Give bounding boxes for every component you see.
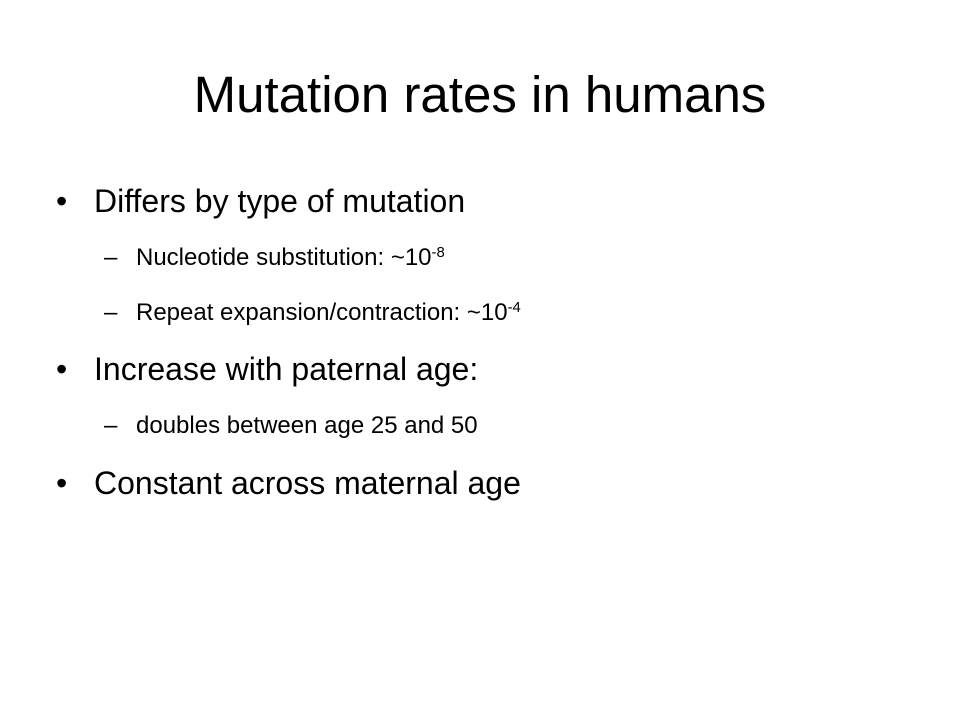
bullet-item: • Differs by type of mutation (56, 181, 465, 221)
bullet-text: Increase with paternal age: (94, 351, 479, 387)
sub-bullet-text: Repeat expansion/contraction: ~10 (136, 299, 508, 326)
sub-bullet-item: – doubles between age 25 and 50 (104, 411, 478, 441)
bullet-marker: • (56, 465, 68, 501)
bullet-item: • Constant across maternal age (56, 463, 521, 503)
slide-title: Mutation rates in humans (193, 66, 767, 123)
sub-bullet-text: Nucleotide substitution: ~10 (136, 244, 432, 271)
sub-bullet-marker: – (104, 299, 118, 326)
sub-bullet-text: doubles between age 25 and 50 (136, 412, 478, 439)
sub-bullet-marker: – (104, 244, 118, 271)
exponent: -4 (507, 299, 521, 316)
bullet-marker: • (56, 183, 68, 219)
sub-bullet-item: – Repeat expansion/contraction: ~10-4 (104, 298, 521, 328)
exponent: -8 (431, 244, 445, 261)
bullet-text: Constant across maternal age (94, 465, 521, 501)
bullet-marker: • (56, 351, 68, 387)
bullet-item: • Increase with paternal age: (56, 349, 478, 389)
sub-bullet-marker: – (104, 412, 118, 439)
sub-bullet-item: – Nucleotide substitution: ~10-8 (104, 243, 445, 273)
bullet-text: Differs by type of mutation (94, 183, 466, 219)
